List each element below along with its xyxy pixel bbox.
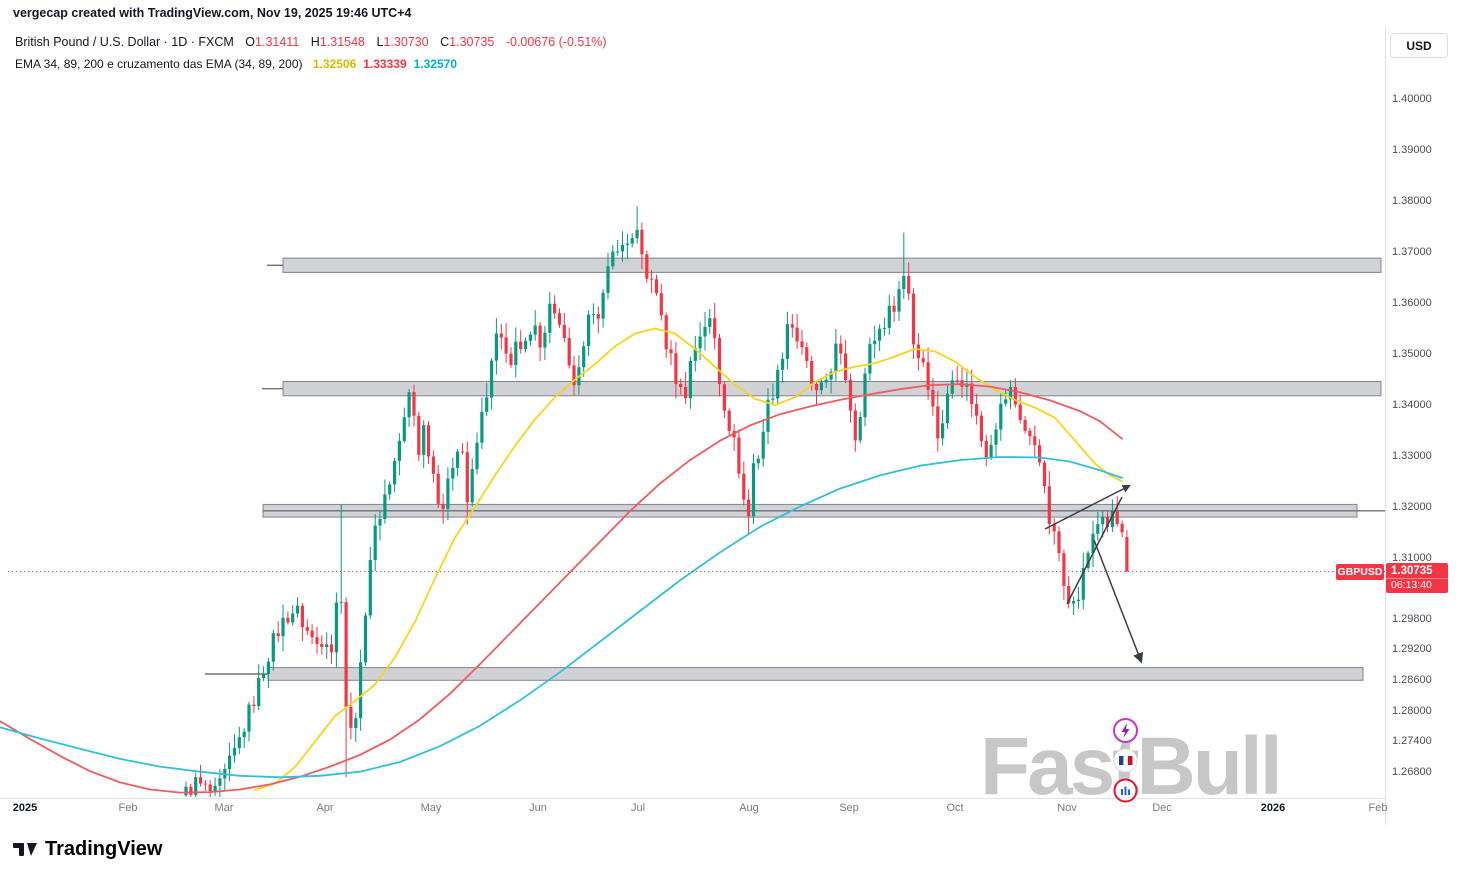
time-axis-border bbox=[0, 798, 1386, 799]
time-axis-label: May bbox=[420, 802, 442, 814]
ema-200-line bbox=[0, 456, 1123, 779]
indicator-value: 1.32570 bbox=[413, 57, 458, 71]
gauge-circle-icon bbox=[1113, 778, 1138, 803]
time-axis-label: Jun bbox=[529, 802, 547, 814]
projection-down-arrow[interactable] bbox=[1093, 539, 1144, 664]
price-axis-label: 1.36000 bbox=[1392, 296, 1432, 309]
price-axis-label: 1.32000 bbox=[1392, 500, 1432, 513]
indicator-title: EMA 34, 89, 200 e cruzamento das EMA (34… bbox=[15, 57, 303, 71]
indicator-value: 1.33339 bbox=[363, 57, 407, 71]
open-label: O bbox=[245, 35, 256, 49]
tradingview-logo-text: TradingView bbox=[45, 837, 163, 860]
price-axis[interactable]: USD 1.40000 1.39000 1.38000 1.37000 1.36000 1… bbox=[1385, 0, 1461, 825]
indicator-values: 1.32506 1.33339 1.32570 bbox=[306, 57, 457, 71]
price-axis-label: 1.28000 bbox=[1392, 704, 1432, 717]
zone-band bbox=[282, 381, 1382, 397]
attribution-text: vergecap created with TradingView.com, N… bbox=[13, 6, 412, 20]
time-axis-label: Mar bbox=[214, 802, 234, 814]
close-value: 1.30735 bbox=[449, 35, 495, 49]
price-axis-label: 1.29800 bbox=[1392, 612, 1432, 625]
flags-icon bbox=[1113, 748, 1138, 773]
time-axis-label: Jul bbox=[630, 802, 646, 814]
price-axis-label: 1.37000 bbox=[1392, 245, 1432, 258]
indicator-legend[interactable]: EMA 34, 89, 200 e cruzamento das EMA (34… bbox=[15, 57, 457, 71]
high-value: 1.31548 bbox=[319, 35, 365, 49]
candlestick-series bbox=[184, 206, 1129, 797]
time-axis-label: Sep bbox=[839, 802, 859, 814]
time-axis-label: Oct bbox=[946, 802, 964, 814]
ema-34-line bbox=[254, 327, 1123, 791]
last-price-badge: 1.30735 06:13:40 bbox=[1386, 562, 1448, 593]
time-axis-label: Feb bbox=[1368, 802, 1388, 814]
tradingview-logo-icon bbox=[13, 843, 37, 856]
low-label: L bbox=[376, 35, 384, 49]
open-value: 1.31411 bbox=[255, 35, 300, 49]
last-price-value: 1.30735 bbox=[1391, 564, 1433, 577]
tradingview-logo[interactable]: TradingView bbox=[12, 836, 162, 862]
support-resistance-zones bbox=[205, 257, 1385, 681]
ema-89-line bbox=[0, 383, 1123, 794]
trendline[interactable] bbox=[1066, 496, 1123, 605]
fastbull-icons bbox=[1112, 717, 1139, 804]
symbol-legend[interactable]: British Pound / U.S. Dollar · 1D · FXCM … bbox=[15, 35, 607, 49]
bar-countdown: 06:13:40 bbox=[1386, 577, 1448, 593]
price-axis-label: 1.29200 bbox=[1392, 643, 1432, 656]
high-label: H bbox=[310, 35, 320, 49]
trendline[interactable] bbox=[1044, 485, 1131, 530]
price-axis-label: 1.38000 bbox=[1392, 194, 1432, 207]
time-axis-label: 2025 bbox=[12, 802, 38, 814]
price-axis-label: 1.34000 bbox=[1392, 398, 1432, 411]
low-value: 1.30730 bbox=[383, 35, 429, 49]
price-axis-label: 1.35000 bbox=[1392, 347, 1432, 360]
symbol-price-flag: GBPUSD bbox=[1336, 563, 1384, 580]
change-value: -0.00676 (-0.51%) bbox=[505, 35, 607, 49]
price-axis-label: 1.27400 bbox=[1392, 735, 1432, 748]
price-axis-label: 1.39000 bbox=[1392, 143, 1432, 156]
price-axis-label: 1.26800 bbox=[1392, 765, 1432, 778]
zone-band bbox=[267, 667, 1364, 681]
currency-toggle-button[interactable]: USD bbox=[1390, 33, 1448, 58]
price-axis-label: 1.31000 bbox=[1392, 551, 1432, 564]
indicator-value: 1.32506 bbox=[312, 57, 357, 71]
price-axis-label: 1.40000 bbox=[1392, 92, 1432, 105]
time-axis-label: Feb bbox=[118, 802, 138, 814]
close-label: C bbox=[440, 35, 450, 49]
time-axis-label: Nov bbox=[1057, 802, 1077, 814]
time-axis-label: Dec bbox=[1152, 802, 1172, 814]
time-axis[interactable]: 2025 Feb Mar Apr May Jun Jul Aug Sep Oct Nov Dec 202… bbox=[0, 798, 1388, 828]
time-axis-label: 2026 bbox=[1260, 802, 1286, 814]
price-axis-label: 1.33000 bbox=[1392, 449, 1432, 462]
time-axis-label: Apr bbox=[316, 802, 334, 814]
price-axis-label: 1.28600 bbox=[1392, 673, 1432, 686]
zone-band bbox=[282, 257, 1382, 273]
price-axis-border bbox=[1385, 28, 1386, 825]
flash-circle-icon bbox=[1113, 718, 1138, 743]
symbol-title: British Pound / U.S. Dollar · 1D · FXCM bbox=[15, 35, 234, 49]
time-axis-label: Aug bbox=[739, 802, 759, 814]
